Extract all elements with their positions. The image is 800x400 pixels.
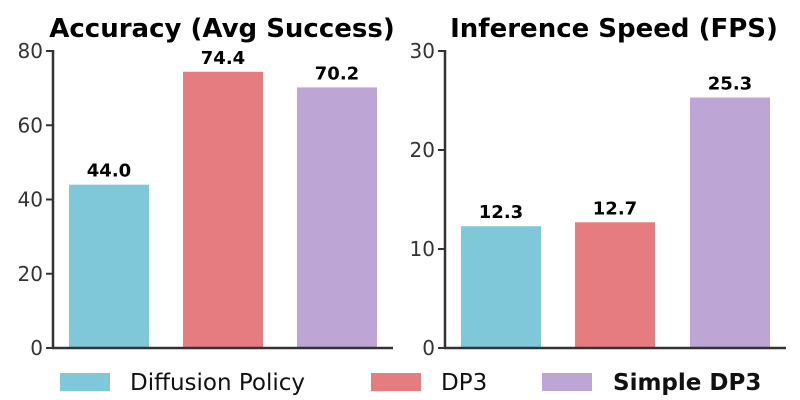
accuracy-marks: 0 20 40 60 80 44.0 74.4 70.2 <box>18 39 377 360</box>
accuracy-y-tick-label: 0 <box>30 336 43 360</box>
speed-y-tick-label: 20 <box>410 138 435 162</box>
speed-value-label: 12.3 <box>479 202 523 223</box>
legend-swatch <box>371 373 421 391</box>
accuracy-y-tick-label: 40 <box>18 188 43 212</box>
speed-bar-simple-dp3 <box>690 97 770 348</box>
legend-swatch <box>542 373 592 391</box>
speed-bar-dp3 <box>575 222 655 348</box>
accuracy-bar-simple-dp3 <box>297 87 377 348</box>
speed-value-label: 12.7 <box>593 198 637 219</box>
speed-value-label: 25.3 <box>708 74 752 95</box>
speed-y-tick-label: 0 <box>422 336 435 360</box>
accuracy-value-label: 74.4 <box>201 48 245 69</box>
speed-y-tick-label: 30 <box>410 39 435 63</box>
speed-panel: Inference Speed (FPS) 0 10 20 30 12.3 12.7 25.… <box>410 14 786 360</box>
legend-label: DP3 <box>441 370 487 396</box>
speed-y-tick-label: 10 <box>410 237 435 261</box>
accuracy-y-tick-label: 60 <box>18 113 43 137</box>
speed-marks: 0 10 20 30 12.3 12.7 25.3 <box>410 39 770 360</box>
speed-title: Inference Speed (FPS) <box>450 14 778 44</box>
legend: Diffusion Policy DP3 Simple DP3 <box>60 370 761 396</box>
accuracy-panel: Accuracy (Avg Success) 0 20 40 60 80 44.0 74.4… <box>18 14 395 360</box>
accuracy-bar-dp3 <box>183 71 263 348</box>
legend-label: Diffusion Policy <box>130 370 305 396</box>
legend-swatch <box>60 373 110 391</box>
legend-label: Simple DP3 <box>613 370 761 396</box>
accuracy-value-label: 44.0 <box>87 161 131 182</box>
accuracy-y-tick-label: 20 <box>18 262 43 286</box>
accuracy-title: Accuracy (Avg Success) <box>49 14 394 44</box>
accuracy-value-label: 70.2 <box>315 63 359 84</box>
accuracy-y-tick-label: 80 <box>18 39 43 63</box>
accuracy-bar-diffusion-policy <box>69 184 149 348</box>
speed-bar-diffusion-policy <box>461 226 541 348</box>
